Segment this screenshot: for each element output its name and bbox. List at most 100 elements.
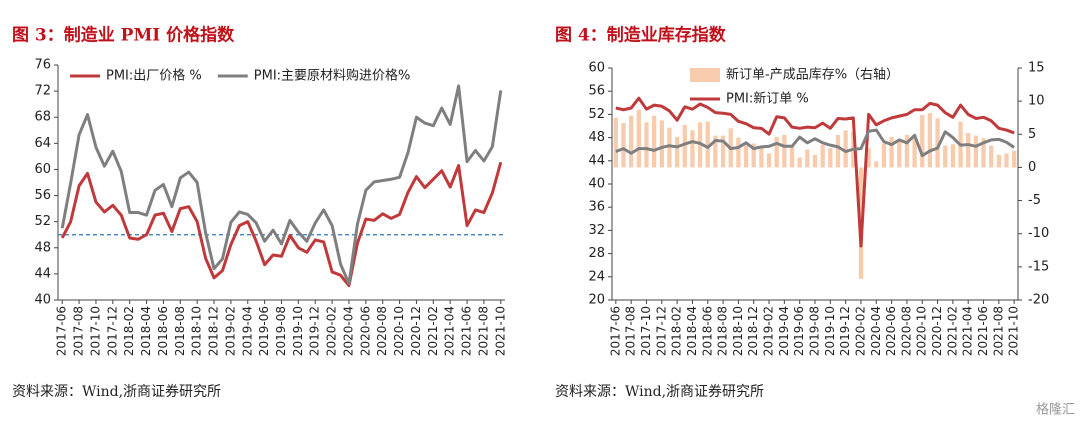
x-tick-label: 2018-08 xyxy=(173,306,187,356)
legend-label: PMI:主要原材料购进价格% xyxy=(254,68,411,84)
bar xyxy=(973,135,979,168)
y-tick-label: 20 xyxy=(588,293,605,308)
y-tick-label: 44 xyxy=(34,266,51,281)
x-tick-label: 2020-06 xyxy=(358,306,372,356)
legend-label: PMI:新订单 % xyxy=(726,91,809,107)
bar xyxy=(659,120,664,168)
line-series xyxy=(615,96,1015,248)
bar xyxy=(629,115,634,168)
x-tick-label: 2020-06 xyxy=(884,306,898,356)
legend-label: PMI:出厂价格 % xyxy=(106,68,202,84)
y2-tick-label: -5 xyxy=(1028,193,1041,208)
x-tick-label: 2020-10 xyxy=(915,306,929,356)
bar xyxy=(713,135,718,168)
x-tick-label: 2021-02 xyxy=(426,306,440,356)
x-tick-label: 2020-10 xyxy=(392,306,406,356)
line-series xyxy=(60,84,503,286)
bar xyxy=(720,135,726,168)
x-tick-label: 2020-08 xyxy=(375,306,389,356)
bar xyxy=(989,145,994,168)
x-tick-label: 2019-08 xyxy=(274,306,288,356)
line-series xyxy=(60,161,503,288)
x-tick-label: 2020-12 xyxy=(409,306,423,356)
x-tick-label: 2018-06 xyxy=(156,306,170,356)
x-tick-label: 2017-10 xyxy=(639,306,653,356)
x-tick-label: 2021-06 xyxy=(460,306,474,356)
bar xyxy=(981,138,986,168)
y2-tick-label: 15 xyxy=(1028,61,1045,76)
bar xyxy=(613,117,618,168)
x-tick-label: 2017-08 xyxy=(624,306,638,356)
y-tick-label: 60 xyxy=(34,162,51,177)
watermark: 格隆汇 xyxy=(1036,402,1075,418)
y-tick-label: 44 xyxy=(588,153,605,168)
x-tick-label: 2017-08 xyxy=(72,306,86,356)
bar xyxy=(927,113,933,168)
y-tick-label: 56 xyxy=(34,188,51,203)
x-tick-label: 2018-02 xyxy=(122,306,136,356)
bar xyxy=(1004,153,1009,168)
bar xyxy=(674,136,680,168)
bar xyxy=(797,157,802,168)
y2-tick-label: 5 xyxy=(1028,127,1036,142)
y-tick-label: 28 xyxy=(588,246,605,261)
x-tick-label: 2020-12 xyxy=(930,306,944,356)
x-tick-label: 2018-10 xyxy=(731,306,745,356)
bar xyxy=(1012,150,1017,168)
x-tick-label: 2020-08 xyxy=(899,306,913,356)
bar xyxy=(828,148,833,168)
bar xyxy=(912,138,917,168)
legend-swatch xyxy=(690,68,720,82)
bar xyxy=(843,130,848,168)
bar xyxy=(920,115,925,168)
bar xyxy=(866,148,871,168)
bar xyxy=(682,125,687,168)
bar xyxy=(621,123,626,168)
y-tick-label: 48 xyxy=(34,240,51,255)
x-tick-label: 2019-06 xyxy=(257,306,271,356)
x-tick-label: 2021-06 xyxy=(976,306,990,356)
bar xyxy=(736,137,741,168)
bar xyxy=(690,130,695,168)
x-tick-label: 2020-04 xyxy=(869,306,883,356)
x-tick-label: 2020-02 xyxy=(853,306,867,356)
x-tick-label: 2017-12 xyxy=(654,306,668,356)
chart-title: 图 3：制造业 PMI 价格指数 xyxy=(12,25,235,46)
y2-tick-label: -10 xyxy=(1028,226,1049,241)
bar xyxy=(751,143,756,168)
bar xyxy=(996,154,1001,168)
x-tick-label: 2021-10 xyxy=(493,306,507,356)
source-note: 资料来源：Wind,浙商证券研究所 xyxy=(555,384,764,400)
bar xyxy=(874,161,879,168)
bar xyxy=(766,153,772,168)
bar xyxy=(705,121,710,168)
y-tick-label: 40 xyxy=(34,293,51,308)
bar xyxy=(897,140,902,168)
x-tick-label: 2019-12 xyxy=(838,306,852,356)
x-tick-label: 2018-12 xyxy=(207,306,221,356)
y-tick-label: 64 xyxy=(34,136,51,151)
y-tick-label: 76 xyxy=(34,58,51,73)
y2-tick-label: 0 xyxy=(1028,160,1036,175)
y-tick-label: 48 xyxy=(588,130,605,145)
legend-label: 新订单-产成品库存%（右轴） xyxy=(726,67,899,83)
y-tick-label: 68 xyxy=(34,110,51,125)
bar xyxy=(743,145,749,168)
x-tick-label: 2021-02 xyxy=(945,306,959,356)
x-tick-label: 2017-06 xyxy=(55,306,69,356)
y2-tick-label: 10 xyxy=(1028,94,1045,109)
y-tick-label: 36 xyxy=(588,200,605,215)
x-tick-label: 2019-10 xyxy=(291,306,305,356)
y2-tick-label: -20 xyxy=(1028,293,1049,308)
bar xyxy=(651,115,657,168)
x-tick-label: 2018-04 xyxy=(685,306,699,356)
x-tick-label: 2018-02 xyxy=(670,306,684,356)
x-tick-label: 2018-08 xyxy=(716,306,730,356)
bar xyxy=(966,132,971,168)
bar xyxy=(789,145,795,168)
chart-title: 图 4：制造业库存指数 xyxy=(555,25,727,46)
bar xyxy=(667,127,672,168)
x-tick-label: 2021-04 xyxy=(961,306,975,356)
x-tick-label: 2020-04 xyxy=(341,306,355,356)
source-note: 资料来源：Wind,浙商证券研究所 xyxy=(12,384,221,400)
